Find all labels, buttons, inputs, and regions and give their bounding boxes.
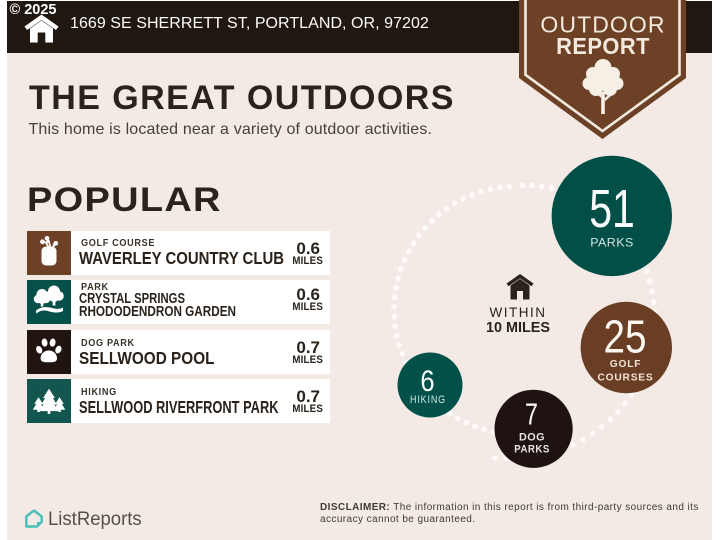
svg-text:6: 6 [420,364,434,397]
svg-text:51: 51 [589,180,635,240]
svg-text:HIKING: HIKING [410,395,446,407]
svg-text:25: 25 [604,311,647,362]
svg-text:PARKS: PARKS [590,236,634,250]
svg-text:COURSES: COURSES [598,372,654,383]
svg-text:REPORT: REPORT [556,33,650,59]
svg-text:7: 7 [525,396,538,431]
svg-text:OUTDOOR: OUTDOOR [540,12,665,38]
svg-text:DOG: DOG [519,431,545,443]
svg-text:PARKS: PARKS [514,444,550,456]
svg-text:GOLF: GOLF [610,359,642,370]
